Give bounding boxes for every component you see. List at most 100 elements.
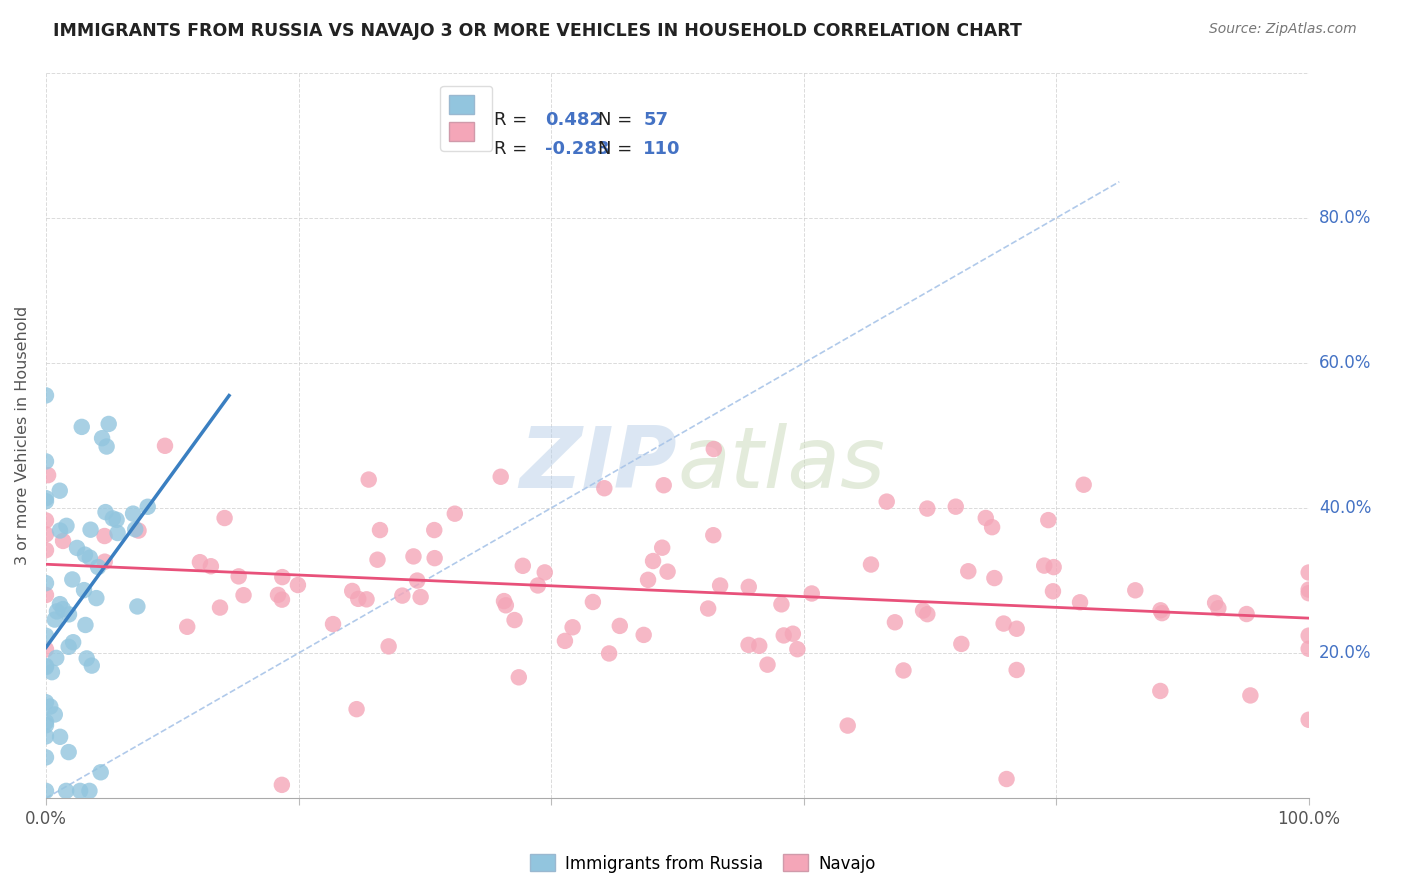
Point	[561, 620, 583, 634]
Point	[1150, 606, 1173, 620]
Point	[347, 591, 370, 606]
Point	[35, 730, 58, 744]
Point	[69, 784, 91, 798]
Point	[80, 658, 103, 673]
Text: atlas: atlas	[678, 423, 886, 506]
Text: IMMIGRANTS FROM RUSSIA VS NAVAJO 3 OR MORE VEHICLES IN HOUSEHOLD CORRELATION CHA: IMMIGRANTS FROM RUSSIA VS NAVAJO 3 OR MO…	[53, 22, 1022, 40]
Point	[232, 588, 254, 602]
Point	[73, 583, 96, 598]
Point	[87, 560, 110, 574]
Point	[322, 617, 344, 632]
Point	[402, 549, 425, 564]
Point	[582, 595, 605, 609]
Point	[35, 629, 58, 643]
Point	[287, 578, 309, 592]
Point	[35, 660, 58, 674]
Point	[49, 597, 72, 611]
Point	[35, 659, 58, 673]
Point	[512, 558, 534, 573]
Text: R =: R =	[495, 112, 533, 129]
Point	[153, 439, 176, 453]
Point	[271, 570, 294, 584]
Point	[342, 584, 364, 599]
Point	[993, 616, 1015, 631]
Point	[1033, 558, 1056, 573]
Point	[44, 613, 66, 627]
Point	[893, 664, 915, 678]
Text: 20.0%: 20.0%	[1319, 644, 1371, 662]
Point	[136, 500, 159, 514]
Point	[593, 481, 616, 495]
Point	[62, 635, 84, 649]
Text: 40.0%: 40.0%	[1319, 499, 1371, 517]
Point	[1298, 566, 1320, 580]
Legend: , : ,	[440, 86, 492, 151]
Point	[756, 657, 779, 672]
Point	[75, 618, 97, 632]
Point	[73, 548, 96, 562]
Point	[609, 619, 631, 633]
Point	[917, 501, 939, 516]
Point	[45, 604, 67, 618]
Point	[76, 651, 98, 665]
Point	[1298, 586, 1320, 600]
Text: ZIP: ZIP	[520, 423, 678, 506]
Point	[950, 637, 973, 651]
Y-axis label: 3 or more Vehicles in Household: 3 or more Vehicles in Household	[15, 306, 30, 566]
Point	[41, 665, 63, 680]
Point	[35, 576, 58, 591]
Point	[770, 598, 793, 612]
Point	[697, 601, 720, 615]
Point	[1204, 596, 1226, 610]
Point	[657, 565, 679, 579]
Point	[786, 642, 808, 657]
Point	[35, 588, 58, 602]
Point	[633, 628, 655, 642]
Point	[70, 420, 93, 434]
Point	[995, 772, 1018, 786]
Point	[772, 628, 794, 642]
Point	[101, 511, 124, 525]
Point	[35, 388, 58, 402]
Point	[228, 569, 250, 583]
Point	[200, 559, 222, 574]
Point	[35, 454, 58, 468]
Point	[105, 513, 128, 527]
Point	[737, 638, 759, 652]
Point	[652, 478, 675, 492]
Point	[837, 718, 859, 732]
Point	[782, 626, 804, 640]
Point	[66, 541, 89, 555]
Point	[58, 607, 80, 622]
Point	[651, 541, 673, 555]
Point	[883, 615, 905, 630]
Point	[79, 784, 101, 798]
Point	[58, 745, 80, 759]
Point	[1005, 622, 1028, 636]
Point	[1005, 663, 1028, 677]
Point	[55, 519, 77, 533]
Point	[1123, 583, 1146, 598]
Point	[52, 602, 75, 616]
Point	[1073, 477, 1095, 491]
Point	[1042, 560, 1064, 574]
Text: -0.283: -0.283	[544, 140, 609, 158]
Point	[94, 505, 117, 519]
Point	[346, 702, 368, 716]
Point	[91, 431, 114, 445]
Point	[35, 494, 58, 508]
Point	[35, 784, 58, 798]
Point	[1298, 582, 1320, 597]
Text: N =: N =	[598, 112, 638, 129]
Point	[35, 718, 58, 732]
Point	[527, 578, 550, 592]
Point	[35, 513, 58, 527]
Point	[107, 526, 129, 541]
Point	[90, 765, 112, 780]
Point	[35, 714, 58, 729]
Point	[35, 695, 58, 709]
Point	[357, 473, 380, 487]
Point	[188, 555, 211, 569]
Legend: Immigrants from Russia, Navajo: Immigrants from Russia, Navajo	[523, 847, 883, 880]
Point	[637, 573, 659, 587]
